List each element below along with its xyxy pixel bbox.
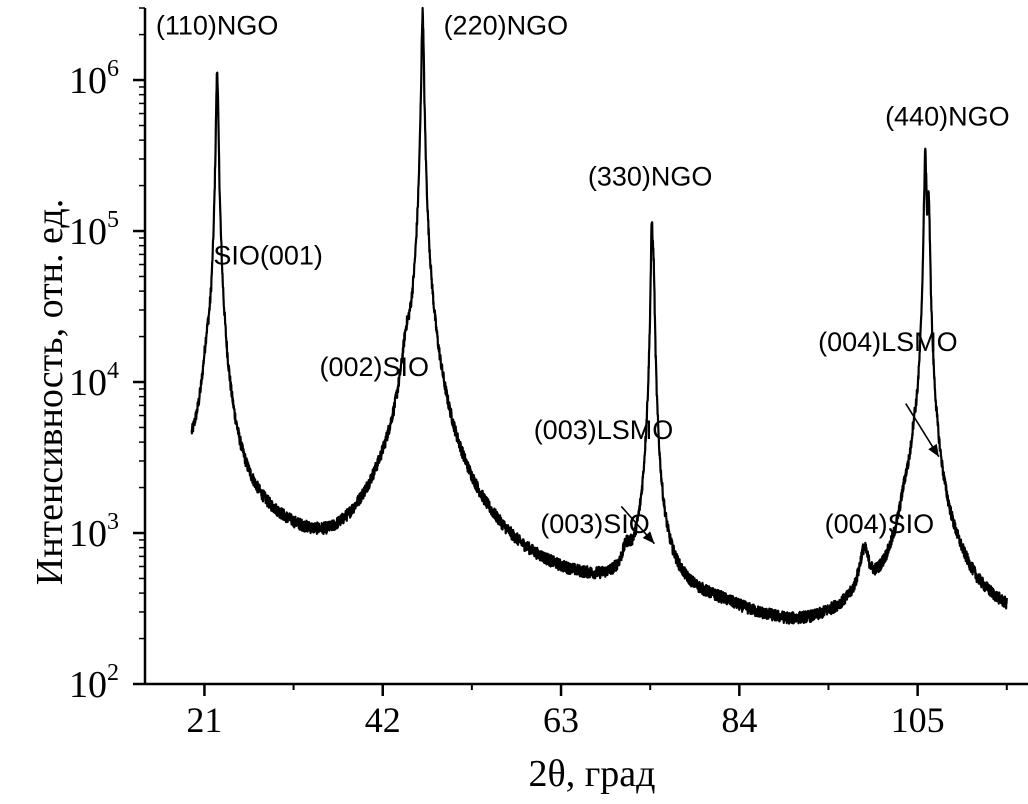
y-tick-label: 105	[69, 207, 119, 253]
x-tick-label: 63	[543, 700, 579, 740]
y-axis-label: Интенсивность, отн. ед.	[29, 199, 71, 585]
peak-annotation: (330)NGO	[588, 162, 713, 192]
peak-annotation: (004)SIO	[825, 509, 935, 539]
y-tick-label: 103	[69, 509, 119, 555]
xrd-intensity-line	[190, 6, 1008, 625]
peak-annotation: (002)SIO	[319, 352, 429, 382]
annotation-arrow-head	[642, 531, 655, 544]
x-tick-label: 105	[891, 700, 945, 740]
curve-layer	[190, 6, 1008, 625]
y-tick-label: 106	[69, 56, 119, 102]
y-tick-label: 104	[69, 358, 119, 404]
x-tick-label: 84	[721, 700, 757, 740]
x-axis-label: 2θ, град	[529, 753, 656, 795]
axis-layer: 21 42 63 84 105 102 103 104 105 106	[69, 7, 1028, 740]
peak-annotation: (440)NGO	[885, 101, 1010, 131]
annotation-layer: (110)NGO SIO(001) (220)NGO (002)SIO (003)LSM…	[156, 11, 1010, 545]
annotation-arrow-head	[928, 443, 939, 457]
peak-annotation: (004)LSMO	[818, 327, 958, 357]
peak-annotation: (220)NGO	[444, 11, 569, 41]
peak-annotation: SIO(001)	[213, 241, 323, 271]
y-tick-label: 102	[69, 660, 119, 706]
x-tick-label: 21	[186, 700, 222, 740]
x-tick-label: 42	[365, 700, 401, 740]
peak-annotation: (110)NGO	[156, 11, 279, 41]
peak-annotation: (003)LSMO	[534, 415, 674, 445]
peak-annotation: (003)SIO	[540, 509, 650, 539]
